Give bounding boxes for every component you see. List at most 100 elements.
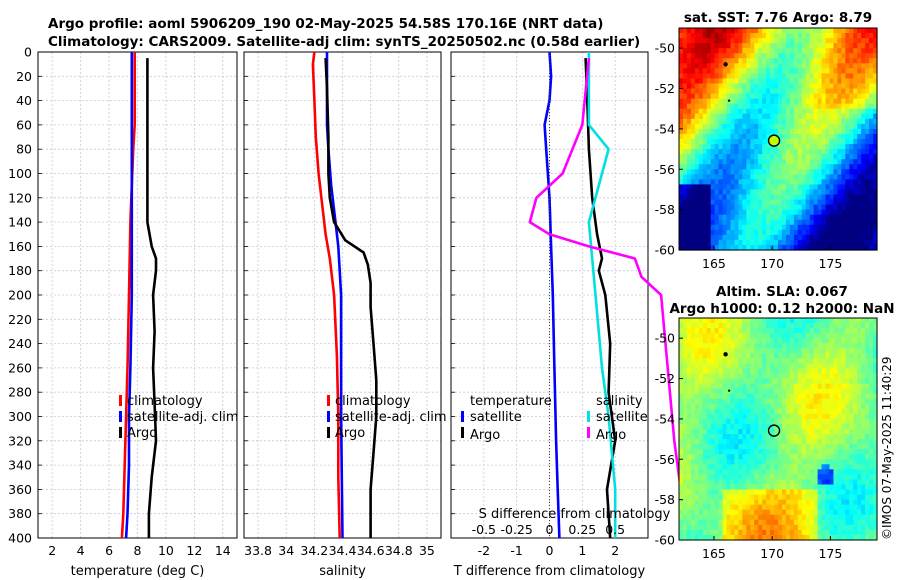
top-x-axis-label: S difference from climatology (479, 507, 671, 522)
map-cell (785, 239, 791, 246)
map-cell (837, 239, 842, 246)
map-cell (710, 524, 716, 531)
map-cell (841, 43, 846, 49)
map-cell (821, 459, 827, 465)
map-cell (706, 449, 712, 455)
map-cell (774, 58, 779, 64)
map-cell (746, 328, 751, 334)
map-cell (750, 103, 755, 110)
map-cell (873, 244, 878, 251)
map-cell (805, 459, 811, 465)
map-cell (778, 83, 783, 90)
map-cell (706, 63, 712, 69)
map-cell (690, 328, 696, 334)
map-cell (770, 179, 775, 186)
map-cell (821, 444, 827, 450)
map-cell (738, 449, 743, 455)
map-cell (762, 108, 767, 115)
map-cell (706, 383, 712, 390)
map-cell (702, 219, 708, 226)
map-cell (694, 118, 700, 125)
map-cell (793, 499, 799, 506)
map-cell (801, 343, 807, 349)
map-cell (726, 439, 732, 445)
map-cell (857, 459, 862, 465)
map-cell (873, 353, 878, 359)
map-cell (865, 38, 870, 44)
map-cell (686, 373, 692, 380)
map-cell (694, 373, 700, 380)
map-cell (801, 408, 807, 415)
map-cell (813, 423, 819, 430)
map-cell (781, 88, 787, 95)
map-cell (690, 33, 696, 39)
map-cell (873, 519, 878, 526)
map-cell (785, 499, 791, 506)
map-cell (679, 318, 684, 324)
map-cell (789, 504, 795, 511)
map-cell (873, 413, 878, 420)
map-cell (861, 169, 866, 175)
map-cell (750, 363, 755, 370)
map-cell (766, 209, 771, 216)
map-cell (869, 113, 874, 120)
map-cell (833, 343, 838, 349)
map-cell (793, 224, 799, 231)
map-cell (841, 333, 846, 339)
map-cell (762, 98, 767, 105)
map-cell (694, 328, 700, 334)
map-cell (845, 499, 850, 506)
map-cell (726, 454, 732, 460)
map-cell (873, 464, 878, 470)
map-cell (754, 439, 759, 445)
map-cell (785, 439, 791, 445)
map-cell (718, 413, 724, 420)
map-cell (865, 199, 870, 206)
map-cell (809, 343, 815, 349)
map-cell (742, 199, 747, 206)
map-cell (837, 328, 842, 334)
map-cell (714, 28, 720, 34)
map-cell (849, 388, 854, 395)
map-cell (797, 514, 803, 521)
map-cell (849, 358, 854, 365)
map-cell (873, 48, 878, 54)
map-cell (841, 484, 846, 491)
map-cell (781, 38, 787, 44)
map-cell (857, 509, 862, 516)
x-tick-label: -1 (510, 543, 522, 558)
map-cell (679, 423, 684, 430)
map-cell (841, 239, 846, 246)
map-cell (718, 368, 724, 375)
map-cell (762, 144, 767, 150)
map-cell (722, 219, 728, 226)
map-cell (845, 204, 850, 211)
plot-frame (37, 51, 238, 539)
map-cell (861, 53, 866, 59)
map-cell (873, 93, 878, 100)
map-cell (730, 383, 736, 390)
map-cell (869, 239, 874, 246)
map-cell (710, 154, 716, 160)
map-cell (785, 393, 791, 400)
map-cell (789, 179, 795, 186)
map-cell (821, 123, 827, 130)
y-tick-label: 400 (8, 531, 32, 546)
map-cell (710, 144, 716, 150)
map-cell (734, 423, 739, 430)
map-cell (702, 144, 708, 150)
map-cell (841, 234, 846, 241)
map-cell (801, 184, 807, 191)
map-cell (873, 204, 878, 211)
map-cell (758, 439, 763, 445)
map-cell (825, 204, 831, 211)
map-cell (706, 429, 712, 435)
map-cell (865, 43, 870, 49)
map-cell (797, 48, 803, 54)
map-cell (698, 88, 704, 95)
map-cell (706, 234, 712, 241)
map-cell (845, 123, 850, 130)
map-cell (857, 474, 862, 481)
map-cell (690, 484, 696, 491)
map-cell (710, 58, 716, 64)
